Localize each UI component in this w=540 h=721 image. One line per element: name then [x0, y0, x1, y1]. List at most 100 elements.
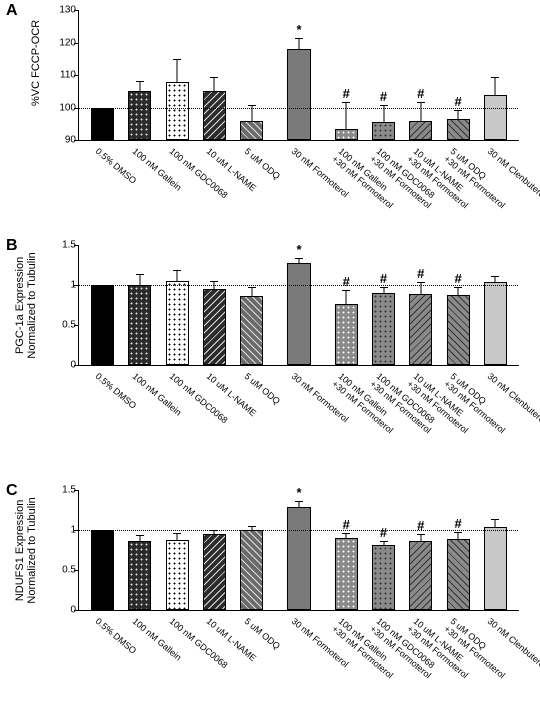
bar-rect	[372, 293, 395, 365]
panel-C: C*####NDUFS1 ExpressionNormalized to Tub…	[0, 480, 540, 720]
error-cap	[136, 274, 144, 275]
y-axis-label: PGC-1a ExpressionNormalized to Tubulin	[14, 250, 38, 359]
significance-marker: #	[343, 274, 350, 289]
plot-area: * # # # #	[78, 245, 519, 366]
bar-rect	[447, 295, 470, 365]
bar-rect	[335, 129, 358, 140]
y-tick-mark	[74, 140, 78, 141]
bar-rect	[203, 534, 226, 610]
error-bar	[177, 60, 178, 81]
y-tick-mark	[74, 75, 78, 76]
bar-rect	[203, 91, 226, 140]
y-tick-mark	[74, 490, 78, 491]
bar-rect	[335, 304, 358, 365]
significance-marker: *	[296, 242, 301, 257]
significance-marker: #	[380, 89, 387, 104]
bar: *	[287, 10, 310, 140]
bar	[91, 490, 114, 610]
bar-rect	[335, 538, 358, 610]
bar: #	[372, 490, 395, 610]
significance-marker: #	[417, 86, 424, 101]
bar: #	[409, 10, 432, 140]
error-cap	[295, 38, 303, 39]
bar-rect	[91, 530, 114, 610]
error-cap	[136, 535, 144, 536]
bar: *	[287, 490, 310, 610]
bar-rect	[484, 282, 507, 365]
bar	[91, 10, 114, 140]
bar-rect	[240, 296, 263, 365]
bar	[484, 10, 507, 140]
plot-area: *####	[78, 490, 519, 611]
error-cap	[417, 534, 425, 535]
error-cap	[295, 258, 303, 259]
error-cap	[380, 287, 388, 288]
bar-rect	[91, 285, 114, 365]
error-bar	[139, 82, 140, 92]
y-tick-mark	[74, 43, 78, 44]
error-cap	[210, 77, 218, 78]
error-bar	[420, 535, 421, 541]
bar-rect	[287, 507, 310, 610]
bar	[91, 245, 114, 365]
significance-marker: #	[380, 271, 387, 286]
panel-A: A*####%VC FCCP-OCR901001101201300.5% DMS…	[0, 0, 540, 210]
error-bar	[383, 288, 384, 293]
bar: #	[372, 245, 395, 365]
bar: #	[372, 10, 395, 140]
y-tick-mark	[74, 570, 78, 571]
error-cap	[248, 287, 256, 288]
error-bar	[298, 502, 299, 507]
error-bar	[420, 103, 421, 121]
y-axis-label: %VC FCCP-OCR	[30, 44, 42, 106]
error-cap	[173, 270, 181, 271]
bar-rect	[203, 289, 226, 365]
bar-rect	[287, 49, 310, 140]
bar-rect	[128, 541, 151, 610]
significance-marker: *	[296, 22, 301, 37]
bar: #	[335, 245, 358, 365]
bar-rect	[287, 263, 310, 365]
error-cap	[342, 533, 350, 534]
error-cap	[454, 110, 462, 111]
bar	[240, 10, 263, 140]
figure: A*####%VC FCCP-OCR901001101201300.5% DMS…	[0, 0, 540, 721]
bar: #	[409, 490, 432, 610]
error-cap	[173, 59, 181, 60]
error-cap	[417, 282, 425, 283]
bar-rect	[166, 281, 189, 365]
y-tick-mark	[74, 365, 78, 366]
error-cap	[491, 519, 499, 520]
error-bar	[298, 259, 299, 264]
error-cap	[342, 290, 350, 291]
error-cap	[491, 77, 499, 78]
significance-marker: #	[454, 271, 461, 286]
significance-marker: #	[454, 94, 461, 109]
error-bar	[346, 534, 347, 538]
bar-rect	[409, 121, 432, 141]
error-bar	[139, 536, 140, 541]
significance-marker: #	[343, 86, 350, 101]
significance-marker: #	[417, 266, 424, 281]
bar-rect	[128, 285, 151, 365]
bar-rect	[240, 530, 263, 610]
error-cap	[454, 532, 462, 533]
bar: #	[447, 245, 470, 365]
y-tick-mark	[74, 325, 78, 326]
bar-rect	[128, 91, 151, 140]
y-tick-mark	[74, 245, 78, 246]
baseline	[78, 285, 518, 286]
error-cap	[248, 526, 256, 527]
bar-rect	[484, 527, 507, 610]
bar-rect	[372, 545, 395, 610]
significance-marker: *	[296, 485, 301, 500]
significance-marker: #	[454, 516, 461, 531]
error-cap	[380, 541, 388, 542]
bar	[484, 245, 507, 365]
error-cap	[454, 287, 462, 288]
bar: *	[287, 245, 310, 365]
error-bar	[495, 277, 496, 282]
plot-area: * # # # #	[78, 10, 519, 141]
x-tick-label: 5 uM ODQ	[242, 371, 281, 406]
bar-rect	[409, 541, 432, 610]
